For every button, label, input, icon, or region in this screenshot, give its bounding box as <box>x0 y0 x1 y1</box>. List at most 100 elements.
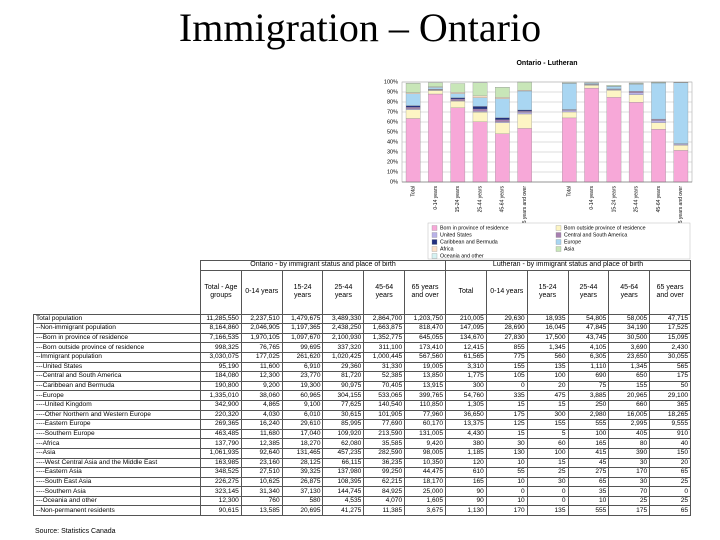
x-tick-label: 15-24 years <box>611 186 617 213</box>
cell: 20 <box>526 380 569 392</box>
cell: 110,850 <box>404 399 447 411</box>
cell: 92,640 <box>240 447 283 459</box>
row-label: ----Southern Asia <box>33 486 201 497</box>
cell: 17,040 <box>281 428 324 440</box>
cell: 6,305 <box>567 351 610 363</box>
cell: 131,005 <box>404 428 447 440</box>
cell: 645,055 <box>404 332 447 344</box>
cell: 1,097,670 <box>281 332 324 344</box>
cell: 11,680 <box>240 428 283 440</box>
cell: 109,920 <box>322 428 365 440</box>
cell: 28,125 <box>281 457 324 469</box>
cell: 140,540 <box>363 399 406 411</box>
data-table-wrap: Ontario - by immigrant status and place … <box>33 260 692 517</box>
cell: 560 <box>526 351 569 363</box>
cell: 120 <box>445 457 487 469</box>
row-label: ---Europe <box>33 390 201 401</box>
bar-segment <box>517 111 532 113</box>
cell: 213,590 <box>363 428 406 440</box>
cell: 15 <box>485 399 528 411</box>
column-header: 45-64 years <box>608 269 651 315</box>
cell: 31,330 <box>363 361 406 373</box>
bar-segment <box>428 87 443 90</box>
bar-segment <box>405 105 421 108</box>
cell: 1,663,875 <box>363 323 406 334</box>
cell: 457,235 <box>322 447 365 459</box>
cell: 3,690 <box>608 342 651 353</box>
cell: 261,620 <box>281 351 324 363</box>
row-label: --Non-immigrant population <box>33 323 201 334</box>
column-header: Total - Age groups <box>200 269 242 315</box>
cell: 760 <box>240 495 283 507</box>
bar-segment <box>517 113 532 129</box>
cell: 52,385 <box>363 371 406 382</box>
cell: 170 <box>485 505 528 517</box>
bar-segment <box>606 86 622 90</box>
table-row: --Non-permanent residents 90,615 13,585 20,… <box>33 505 692 517</box>
cell: 155 <box>608 380 651 392</box>
cell: 10,625 <box>240 476 283 488</box>
cell: 62,080 <box>322 438 365 449</box>
bar-segment <box>584 83 599 85</box>
cell: 29,630 <box>485 313 528 325</box>
cell: 90,615 <box>200 505 242 517</box>
cell: 2,237,510 <box>240 313 283 325</box>
cell: 0 <box>485 486 528 497</box>
cell: 135 <box>526 361 569 373</box>
cell: 137,790 <box>200 438 242 449</box>
cell: 580 <box>281 495 324 507</box>
y-tick-label: 60% <box>387 119 398 125</box>
cell: 3,675 <box>404 505 447 517</box>
cell: 45 <box>567 457 610 469</box>
column-header: 15-24 years <box>281 269 324 315</box>
cell: 30,055 <box>649 351 692 363</box>
y-tick-label: 40% <box>387 139 398 145</box>
bar-segment <box>405 109 421 119</box>
cell: 0 <box>649 486 692 497</box>
cell: 105 <box>485 371 528 382</box>
legend-swatch <box>431 225 438 231</box>
bar-segment <box>495 119 510 122</box>
bar-segment <box>472 121 488 183</box>
cell: 30 <box>608 476 651 488</box>
cell: 100 <box>567 428 610 440</box>
cell: 18,935 <box>526 313 569 325</box>
cell: 18,270 <box>281 438 324 449</box>
cell: 100 <box>526 447 569 459</box>
cell: 99,695 <box>281 342 324 353</box>
row-label: ---Africa <box>33 438 201 449</box>
row-label: ---United States <box>33 361 201 373</box>
cell: 12,385 <box>240 438 283 449</box>
cell: 399,765 <box>404 390 447 401</box>
bar-segment <box>651 122 666 130</box>
column-header: 25-44 years <box>567 269 610 315</box>
cell: 20,695 <box>281 505 324 517</box>
bar-segment <box>651 82 666 120</box>
cell: 9,555 <box>649 419 692 430</box>
cell: 13,915 <box>404 380 447 392</box>
table-row: ---Born in province of residence 7,166,53… <box>33 332 692 344</box>
cell: 18,265 <box>649 409 692 421</box>
cell: 155 <box>526 419 569 430</box>
cell: 23,770 <box>281 371 324 382</box>
cell: 390 <box>608 447 651 459</box>
y-tick-label: 30% <box>387 149 398 155</box>
y-tick-label: 10% <box>387 169 398 175</box>
row-label: ----Eastern Asia <box>33 467 201 478</box>
cell: 85,995 <box>322 419 365 430</box>
cell: 300 <box>445 380 487 392</box>
row-label: ---Asia <box>33 447 201 459</box>
table-row: ---Africa 137,790 12,385 18,270 62,080 35,585… <box>33 438 692 449</box>
chart: Ontario - Lutheran 0% 10% 20% 30% 40% 50% 60% 70… <box>384 60 693 259</box>
legend-label: Asia <box>564 246 574 252</box>
legend-swatch <box>431 246 438 252</box>
cell: 660 <box>608 399 651 411</box>
bar-segment <box>673 143 689 146</box>
legend-label: Central and South America <box>564 232 627 238</box>
cell: 20,965 <box>608 390 651 401</box>
cell: 1,345 <box>526 342 569 353</box>
cell: 555 <box>567 419 610 430</box>
cell: 210,005 <box>445 313 487 325</box>
table-row: ----Southern Asia 323,145 31,340 37,130 144,… <box>33 486 692 497</box>
cell: 35,585 <box>363 438 406 449</box>
